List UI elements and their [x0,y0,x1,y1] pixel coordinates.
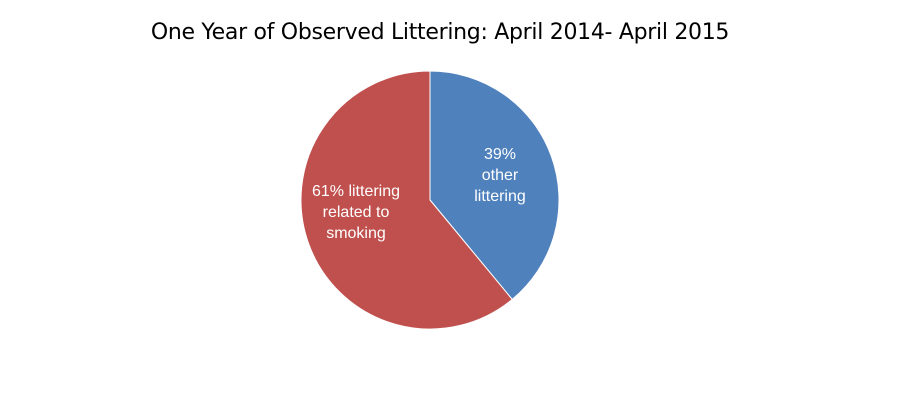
pie-slices [300,70,560,330]
pie-slice-label-line: 61% littering [312,183,400,200]
pie-slice-label: 61% littering related to smoking [312,183,400,242]
pie-slice-label-line: smoking [326,225,386,242]
pie-slice-label-line: related to [323,204,390,221]
chart-title: One Year of Observed Littering: April 20… [150,20,730,45]
pie-slice-label-line: other [482,167,519,184]
pie-slice-label: 39% other littering [474,146,526,205]
pie-slice-other-littering [429,70,560,301]
pie-slice-label-line: 39% [484,146,516,163]
pie-slice-littering-related-to-smoking [300,70,513,330]
pie-slice-label-line: littering [474,188,526,205]
pie-labels: 39% other littering 61% littering related to… [312,146,526,242]
